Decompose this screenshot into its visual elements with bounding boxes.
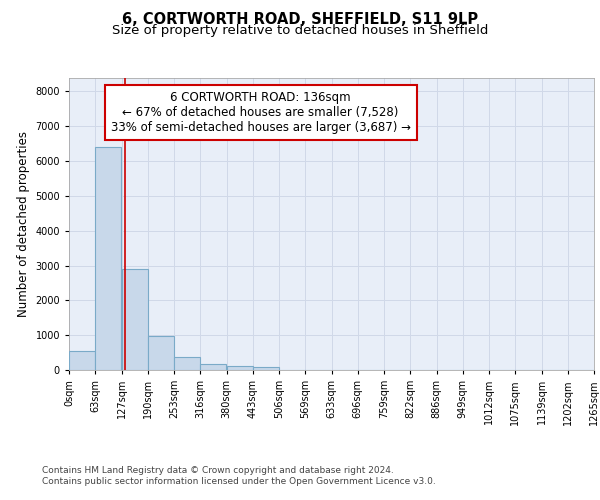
- Bar: [148, 336, 174, 370]
- Text: Contains HM Land Registry data © Crown copyright and database right 2024.: Contains HM Land Registry data © Crown c…: [42, 466, 394, 475]
- Bar: [227, 366, 253, 370]
- Text: 6, CORTWORTH ROAD, SHEFFIELD, S11 9LP: 6, CORTWORTH ROAD, SHEFFIELD, S11 9LP: [122, 12, 478, 28]
- Bar: [122, 269, 148, 370]
- Bar: [174, 357, 200, 370]
- Text: Contains public sector information licensed under the Open Government Licence v3: Contains public sector information licen…: [42, 478, 436, 486]
- Y-axis label: Number of detached properties: Number of detached properties: [17, 130, 30, 317]
- Text: 6 CORTWORTH ROAD: 136sqm
← 67% of detached houses are smaller (7,528)
33% of sem: 6 CORTWORTH ROAD: 136sqm ← 67% of detach…: [110, 90, 410, 134]
- Bar: [253, 366, 279, 370]
- Bar: [95, 147, 121, 370]
- Text: Size of property relative to detached houses in Sheffield: Size of property relative to detached ho…: [112, 24, 488, 37]
- Bar: [69, 351, 95, 370]
- Bar: [200, 364, 226, 370]
